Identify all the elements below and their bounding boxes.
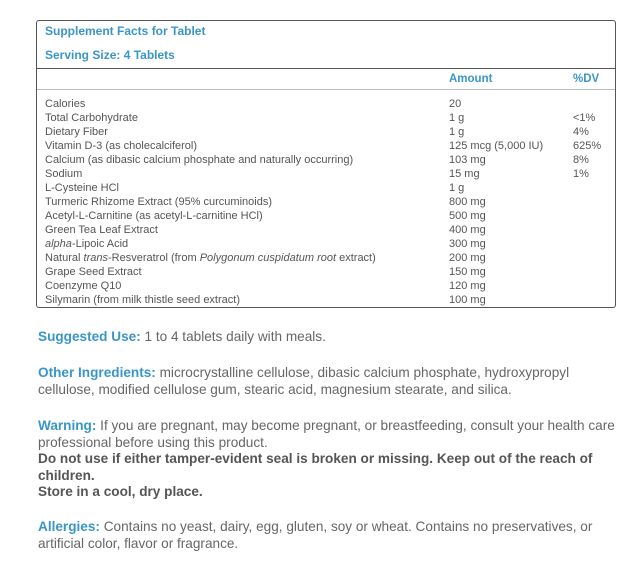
amount: 150 mg [449,266,486,278]
info-section: Other Ingredients: microcrystalline cell… [38,365,618,398]
amount: 15 mg [449,168,480,180]
amount: 120 mg [449,280,486,292]
nutrient: Dietary Fiber [45,126,108,138]
amount: 500 mg [449,210,486,222]
amount: 400 mg [449,224,486,236]
bold-line: Store in a cool, dry place. [38,484,203,499]
section-label: Other Ingredients: [38,365,156,380]
fact-row: Green Tea Leaf Extract 400 mg [37,223,615,237]
fact-row: Calcium (as dibasic calcium phosphate an… [37,153,615,167]
nutrient: Sodium [45,168,83,180]
fact-row: Silymarin (from milk thistle seed extrac… [37,293,615,307]
info-section: Suggested Use: 1 to 4 tablets daily with… [38,329,618,346]
fact-row: Coenzyme Q10 120 mg [37,279,615,293]
nutrient: Turmeric Rhizome Extract (95% curcuminoi… [45,196,272,208]
nutrient: Coenzyme Q10 [45,280,122,292]
fact-row: Natural trans-Resveratrol (from Polygonu… [37,251,615,265]
daily-value: 4% [573,126,589,138]
section-text: microcrystalline cellulose, dibasic calc… [38,365,570,397]
daily-value: 1% [573,168,589,180]
fact-row: L-Cysteine HCl 1 g [37,181,615,195]
nutrient-part: -Resveratrol (from [108,252,200,264]
facts-panel: Supplement Facts for Tablet Serving Size… [36,20,616,308]
nutrient: Calcium (as dibasic calcium phosphate an… [45,154,354,166]
section-text: If you are pregnant, may become pregnant… [38,418,615,450]
nutrient-part: extract) [336,252,376,264]
amount: 800 mg [449,196,486,208]
nutrient: Grape Seed Extract [45,266,142,278]
divider [37,68,615,69]
column-header: Amount [449,73,493,85]
nutrient-part: Natural [45,252,84,264]
info-section: Allergies: Contains no yeast, dairy, egg… [38,519,618,552]
nutrient-part: -Lipoic Acid [71,238,129,250]
nutrient: alpha-Lipoic Acid [45,237,128,251]
amount: 125 mcg (5,000 IU) [449,140,544,152]
nutrient: Calories [45,98,86,110]
nutrient: Total Carbohydrate [45,112,138,124]
fact-row: Calories 20 [37,97,615,111]
section-label: Suggested Use: [38,329,141,344]
section-label: Warning: [38,418,97,433]
amount: 20 [449,98,462,110]
nutrient: Vitamin D-3 (as cholecalciferol) [45,140,198,152]
section-text: Contains no yeast, dairy, egg, gluten, s… [38,519,593,551]
nutrient-part: Polygonum cuspidatum root [199,252,337,264]
amount: 1 g [449,126,465,138]
fact-row: Total Carbohydrate 1 g <1% [37,111,615,125]
nutrient-part: trans [83,252,108,264]
amount: 103 mg [449,154,486,166]
bold-line: Do not use if either tamper-evident seal… [38,451,593,483]
section-label: Allergies: [38,519,100,534]
facts-rows: Calories 20 Total Carbohydrate 1 g <1% Dietar… [37,97,615,307]
fact-row: Turmeric Rhizome Extract (95% curcuminoi… [37,195,615,209]
fact-row: Grape Seed Extract 150 mg [37,265,615,279]
section-text: 1 to 4 tablets daily with meals. [144,329,326,344]
amount: 100 mg [449,294,486,306]
nutrient: Natural trans-Resveratrol (from Polygonu… [45,251,376,265]
amount: 200 mg [449,252,486,264]
daily-value: 8% [573,154,589,166]
facts-title: Supplement Facts for Tablet [45,24,206,38]
fact-row: Acetyl-L-Carnitine (as acetyl-L-carnitin… [37,209,615,223]
daily-value: <1% [573,112,596,124]
nutrient: Acetyl-L-Carnitine (as acetyl-L-carnitin… [45,210,263,222]
fact-row: Vitamin D-3 (as cholecalciferol) 125 mcg … [37,139,615,153]
fact-row: Dietary Fiber 1 g 4% [37,125,615,139]
amount: 1 g [449,112,465,124]
nutrient: L-Cysteine HCl [45,182,119,194]
nutrient: Silymarin (from milk thistle seed extrac… [45,294,240,306]
nutrient: Green Tea Leaf Extract [45,224,158,236]
fact-row: Sodium 15 mg 1% [37,167,615,181]
nutrient-part: alpha [45,238,72,250]
amount: 300 mg [449,238,486,250]
daily-value: 625% [573,140,602,152]
amount: 1 g [449,182,465,194]
info-section: Warning: If you are pregnant, may become… [38,418,618,501]
column-header: %DV [573,73,600,85]
divider [37,89,615,90]
serving-size: Serving Size: 4 Tablets [45,48,175,62]
fact-row: alpha-Lipoic Acid 300 mg [37,237,615,251]
